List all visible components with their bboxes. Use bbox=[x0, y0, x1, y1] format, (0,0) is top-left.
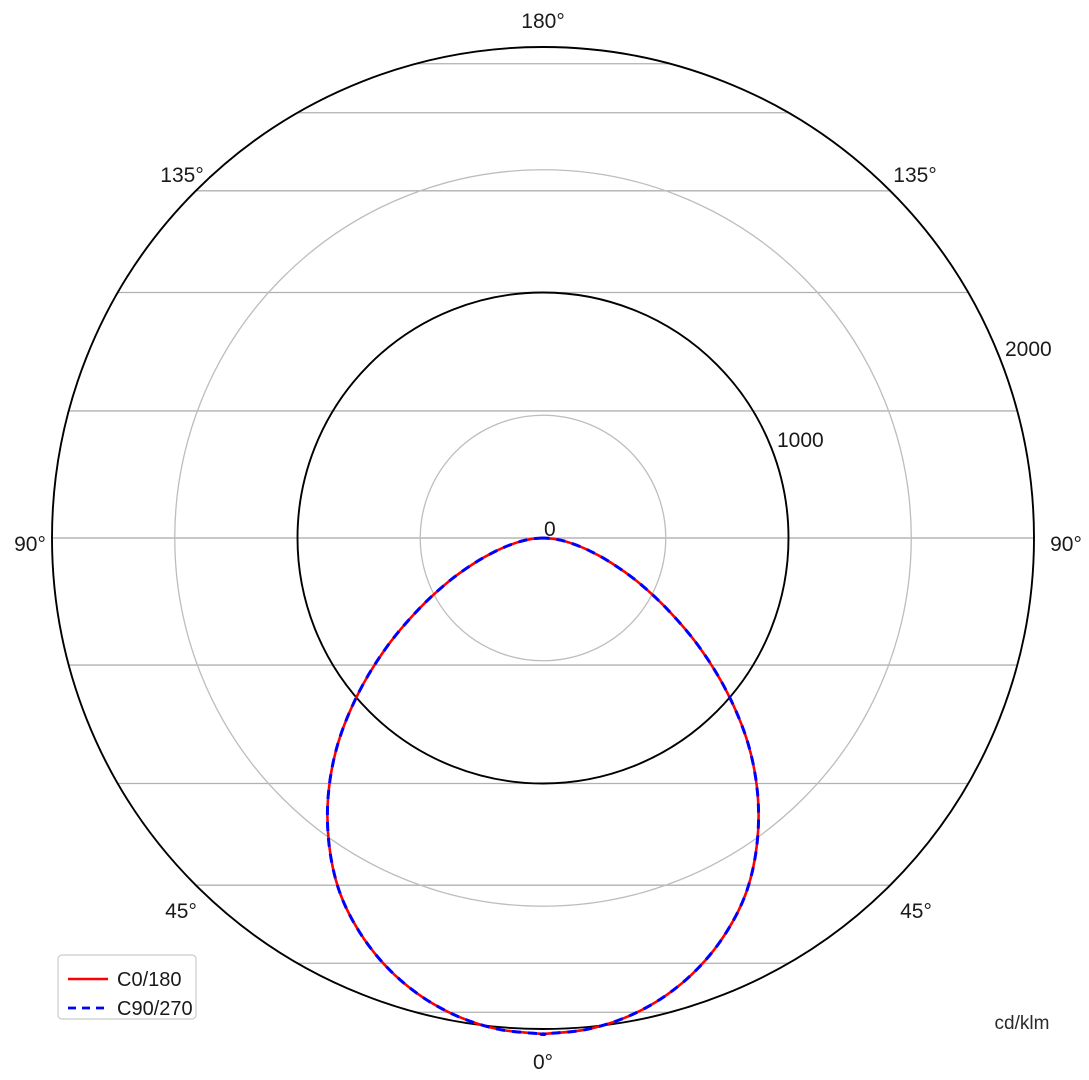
grid-ring-2000 bbox=[51, 46, 1035, 1030]
angle-label-top: 180° bbox=[521, 10, 564, 33]
angular-tick-labels: 180° 135° 135° 90° 90° 45° 45° 0° bbox=[14, 10, 1082, 1074]
angle-label-bottom: 0° bbox=[533, 1051, 553, 1074]
radial-label-1000: 1000 bbox=[777, 429, 824, 452]
legend-label-c90-270: C90/270 bbox=[117, 998, 193, 1020]
radial-tick-labels: 0 1000 2000 bbox=[544, 338, 1052, 541]
angle-label-upper-right: 135° bbox=[893, 164, 936, 187]
grid-spokes bbox=[52, 63, 1034, 1013]
radial-label-2000: 2000 bbox=[1005, 338, 1052, 361]
angle-label-lower-left: 45° bbox=[165, 900, 197, 923]
legend-label-c0-180: C0/180 bbox=[117, 969, 182, 991]
angle-label-left: 90° bbox=[14, 533, 46, 556]
series-curve-c90-270 bbox=[325, 536, 761, 1036]
radial-unit-label: cd/klm bbox=[995, 1013, 1050, 1034]
grid-ring-1500 bbox=[174, 169, 912, 907]
legend-background bbox=[57, 954, 197, 1020]
grid-ring-500 bbox=[419, 414, 667, 662]
grid-ring-1000 bbox=[296, 291, 790, 785]
series-curve-c0-180 bbox=[326, 536, 760, 1036]
angle-label-right: 90° bbox=[1050, 533, 1082, 556]
data-curves bbox=[325, 536, 761, 1036]
angle-label-lower-right: 45° bbox=[900, 900, 932, 923]
radial-label-0: 0 bbox=[544, 518, 556, 541]
grid-rings bbox=[51, 46, 1035, 1030]
legend: C0/180 C90/270 bbox=[57, 954, 197, 1020]
angle-label-upper-left: 135° bbox=[160, 164, 203, 187]
